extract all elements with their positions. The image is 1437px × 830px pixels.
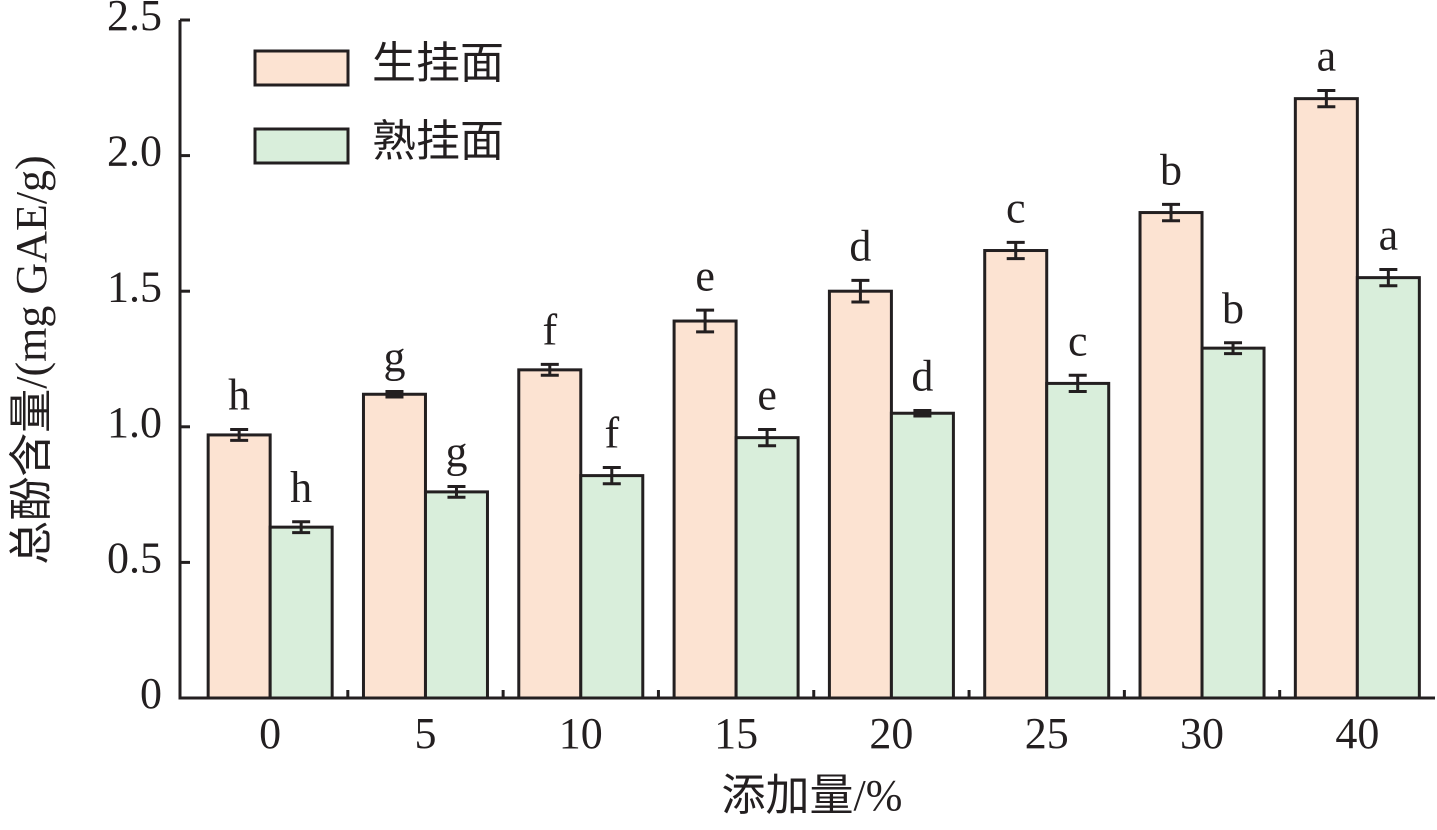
error-bar [385,390,404,399]
legend-label: 生挂面 [372,39,504,88]
bar [827,289,893,700]
significance-letter: b [1160,146,1182,195]
error-bar [1317,89,1336,109]
error-bar [758,428,777,448]
error-bar [1224,341,1243,356]
bar [423,490,489,700]
bar [889,411,955,700]
axes [178,20,1435,700]
error-bar [1379,268,1398,288]
x-axis-title: 添加量/% [722,771,903,820]
x-tick-label: 20 [869,709,913,758]
x-tick-label: 0 [259,709,281,758]
bar [579,474,645,700]
error-bar [230,428,249,442]
significance-letter: a [1317,32,1337,81]
y-axis-title: 总酚含量/(mg GAE/g) [7,155,56,564]
bar [361,392,427,700]
legend-label: 熟挂面 [372,117,504,166]
bar [1293,97,1359,700]
x-tick-label: 15 [714,709,758,758]
bar [1138,211,1204,700]
y-tick-label: 1.5 [107,262,162,311]
bar [206,433,272,700]
error-bar [292,520,311,535]
bar [268,525,334,700]
significance-letter: g [445,428,467,477]
bar [672,319,738,700]
y-tick-label: 1.0 [107,398,162,447]
significance-letter: f [604,409,619,458]
significance-letter: e [695,251,715,300]
error-bar [602,465,621,486]
error-bar [540,362,559,377]
legend-swatch [253,127,350,165]
bar [734,436,800,700]
y-tick-label: 2.5 [107,0,162,40]
y-tick-label: 0.5 [107,533,162,582]
significance-letter: h [228,371,250,420]
significance-letter: c [1068,316,1088,365]
significance-letter: d [849,221,871,270]
significance-letter: a [1379,211,1399,260]
error-bar [1068,373,1087,394]
x-tick-label: 10 [559,709,603,758]
bar [517,368,583,700]
significance-letter: d [911,352,933,401]
error-bar [1006,240,1025,261]
y-tick-label: 2.0 [107,127,162,176]
bar [1355,276,1421,700]
x-tick-label: 25 [1025,709,1069,758]
bar [1045,381,1111,700]
significance-letter: c [1006,183,1026,232]
legend-swatch [253,49,350,87]
error-bar [913,409,932,418]
x-tick-label: 40 [1335,709,1379,758]
significance-letter: h [290,463,312,512]
x-tick-label: 30 [1180,709,1224,758]
significance-letter: e [757,371,777,420]
y-tick-label: 0 [140,669,162,718]
bar [983,249,1049,700]
significance-letter: g [383,333,405,382]
significance-letter: b [1222,284,1244,333]
error-bar [447,484,466,499]
error-bar [851,278,870,304]
bar [1200,346,1266,700]
significance-letter: f [542,306,557,355]
error-bar [696,308,715,334]
error-bar [1162,202,1181,223]
x-tick-label: 5 [414,709,436,758]
